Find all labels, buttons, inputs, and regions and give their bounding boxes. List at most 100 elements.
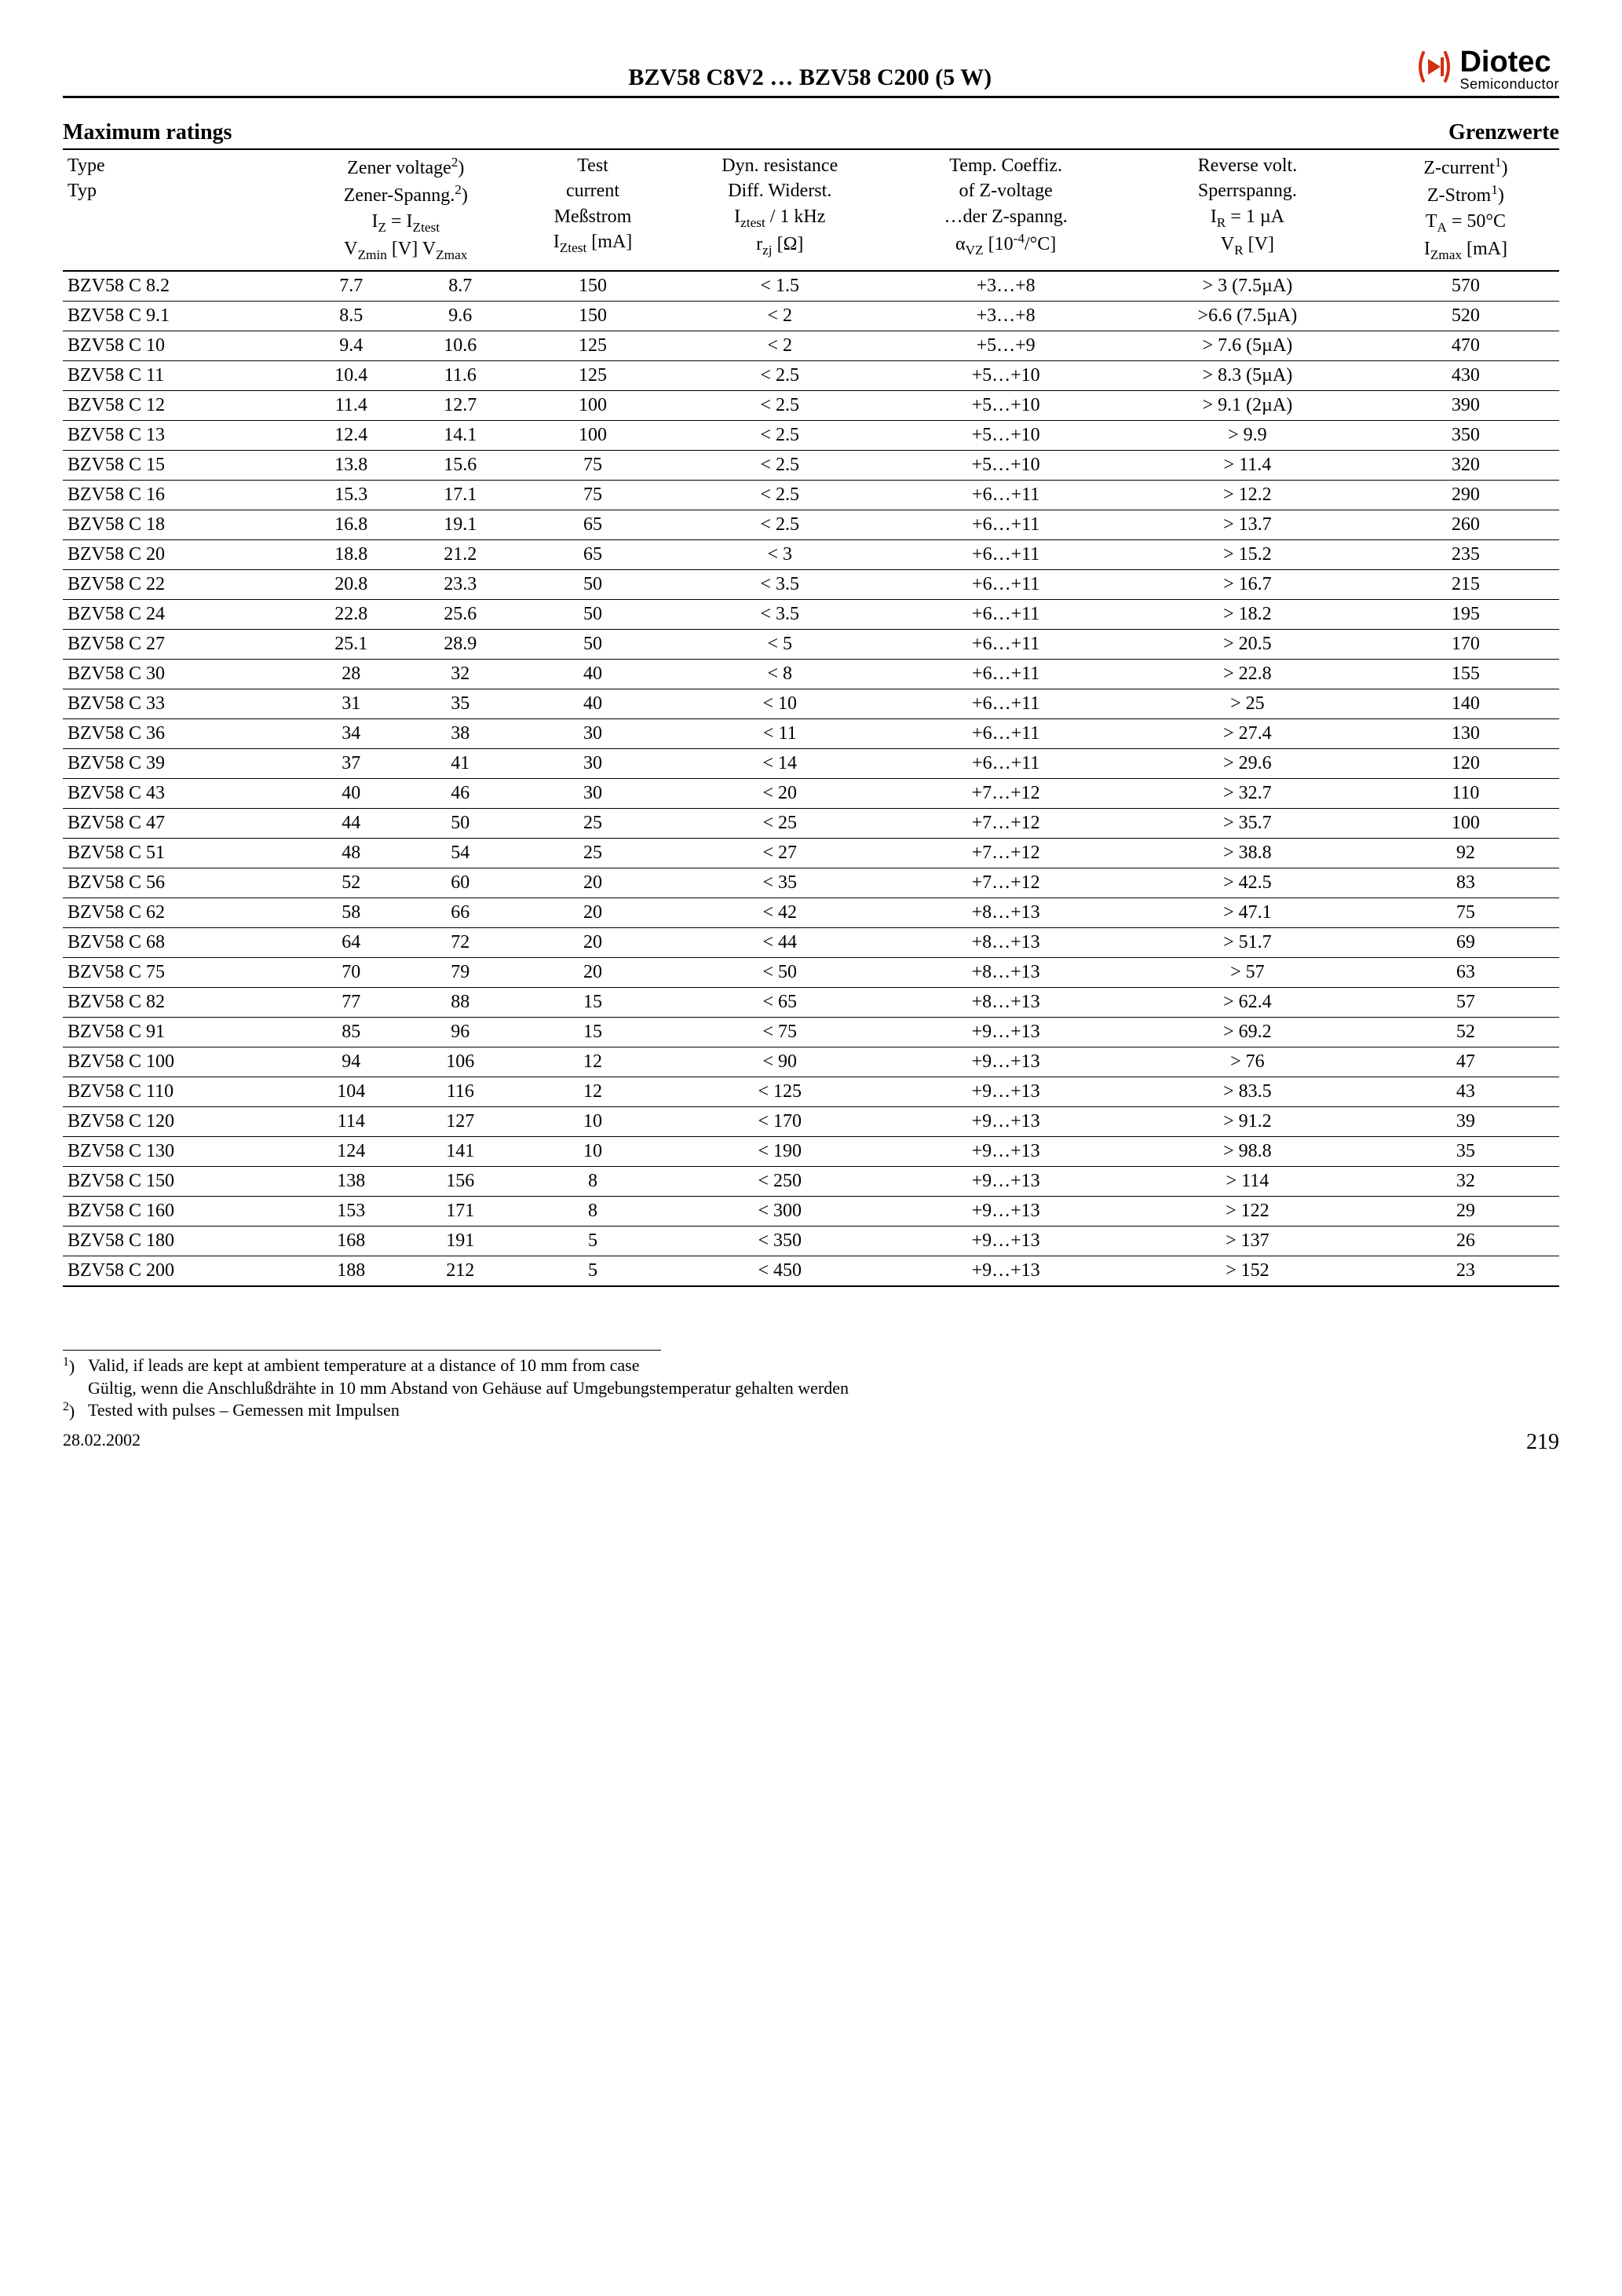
cell-vzmin: 114 (297, 1107, 406, 1137)
cell-izmax: 520 (1372, 302, 1559, 331)
cell-iztest: 50 (515, 570, 671, 600)
cell-type: BZV58 C 39 (63, 749, 297, 779)
table-row: BZV58 C 75707920< 50+8…+13> 5763 (63, 958, 1559, 988)
cell-vzmin: 10.4 (297, 361, 406, 391)
page-header: BZV58 C8V2 … BZV58 C200 (5 W) Diotec Sem… (63, 47, 1559, 98)
cell-iztest: 12 (515, 1077, 671, 1107)
cell-izmax: 290 (1372, 481, 1559, 510)
cell-alpha: +5…+10 (889, 451, 1123, 481)
cell-alpha: +5…+10 (889, 421, 1123, 451)
cell-vr: > 62.4 (1123, 988, 1372, 1018)
table-row: BZV58 C 13012414110< 190+9…+13> 98.835 (63, 1137, 1559, 1167)
cell-type: BZV58 C 12 (63, 391, 297, 421)
cell-izmax: 57 (1372, 988, 1559, 1018)
cell-type: BZV58 C 10 (63, 331, 297, 361)
cell-izmax: 155 (1372, 660, 1559, 689)
cell-iztest: 10 (515, 1107, 671, 1137)
cell-izmax: 75 (1372, 898, 1559, 928)
cell-vr: > 76 (1123, 1047, 1372, 1077)
cell-iztest: 150 (515, 271, 671, 302)
cell-rzj: < 2.5 (670, 451, 889, 481)
cell-vzmax: 106 (406, 1047, 515, 1077)
cell-alpha: +9…+13 (889, 1077, 1123, 1107)
cell-alpha: +8…+13 (889, 928, 1123, 958)
cell-vzmax: 191 (406, 1227, 515, 1256)
cell-vzmax: 46 (406, 779, 515, 809)
cell-izmax: 35 (1372, 1137, 1559, 1167)
cell-rzj: < 2.5 (670, 361, 889, 391)
cell-izmax: 260 (1372, 510, 1559, 540)
cell-iztest: 15 (515, 1018, 671, 1047)
cell-iztest: 75 (515, 481, 671, 510)
cell-vzmin: 153 (297, 1197, 406, 1227)
col-header-vr: Reverse volt. Sperrspanng. IR = 1 µA VR … (1123, 150, 1372, 271)
cell-rzj: < 350 (670, 1227, 889, 1256)
cell-vr: > 11.4 (1123, 451, 1372, 481)
table-row: BZV58 C 33313540< 10+6…+11> 25140 (63, 689, 1559, 719)
logo-main: Diotec (1459, 47, 1559, 77)
cell-rzj: < 14 (670, 749, 889, 779)
cell-vzmin: 34 (297, 719, 406, 749)
cell-type: BZV58 C 15 (63, 451, 297, 481)
table-row: BZV58 C 1513.815.675< 2.5+5…+10> 11.4320 (63, 451, 1559, 481)
cell-alpha: +9…+13 (889, 1227, 1123, 1256)
cell-iztest: 150 (515, 302, 671, 331)
cell-iztest: 125 (515, 361, 671, 391)
table-header: Type Typ Zener voltage2) Zener-Spanng.2)… (63, 150, 1559, 271)
cell-vzmax: 12.7 (406, 391, 515, 421)
cell-type: BZV58 C 16 (63, 481, 297, 510)
cell-izmax: 92 (1372, 839, 1559, 868)
cell-vzmax: 88 (406, 988, 515, 1018)
cell-vzmin: 18.8 (297, 540, 406, 570)
cell-vzmin: 58 (297, 898, 406, 928)
table-row: BZV58 C 1211.412.7100< 2.5+5…+10> 9.1 (2… (63, 391, 1559, 421)
cell-type: BZV58 C 13 (63, 421, 297, 451)
cell-type: BZV58 C 27 (63, 630, 297, 660)
cell-rzj: < 27 (670, 839, 889, 868)
table-row: BZV58 C 2220.823.350< 3.5+6…+11> 16.7215 (63, 570, 1559, 600)
cell-vzmax: 32 (406, 660, 515, 689)
cell-type: BZV58 C 180 (63, 1227, 297, 1256)
cell-alpha: +6…+11 (889, 481, 1123, 510)
cell-rzj: < 250 (670, 1167, 889, 1197)
cell-vr: > 7.6 (5µA) (1123, 331, 1372, 361)
cell-vzmin: 168 (297, 1227, 406, 1256)
cell-alpha: +6…+11 (889, 749, 1123, 779)
cell-rzj: < 11 (670, 719, 889, 749)
table-row: BZV58 C 9.18.59.6150< 2+3…+8>6.6 (7.5µA)… (63, 302, 1559, 331)
cell-vzmax: 11.6 (406, 361, 515, 391)
cell-vzmin: 104 (297, 1077, 406, 1107)
cell-vzmin: 7.7 (297, 271, 406, 302)
cell-alpha: +3…+8 (889, 302, 1123, 331)
cell-izmax: 350 (1372, 421, 1559, 451)
cell-iztest: 30 (515, 719, 671, 749)
cell-vzmin: 15.3 (297, 481, 406, 510)
cell-type: BZV58 C 51 (63, 839, 297, 868)
cell-alpha: +9…+13 (889, 1047, 1123, 1077)
cell-vzmax: 21.2 (406, 540, 515, 570)
cell-iztest: 50 (515, 600, 671, 630)
cell-vzmin: 85 (297, 1018, 406, 1047)
cell-iztest: 65 (515, 540, 671, 570)
cell-izmax: 170 (1372, 630, 1559, 660)
cell-iztest: 20 (515, 958, 671, 988)
cell-alpha: +8…+13 (889, 898, 1123, 928)
cell-iztest: 12 (515, 1047, 671, 1077)
table-row: BZV58 C 2018.821.265< 3+6…+11> 15.2235 (63, 540, 1559, 570)
page-number: 219 (1526, 1430, 1559, 1455)
cell-vr: > 51.7 (1123, 928, 1372, 958)
cell-rzj: < 44 (670, 928, 889, 958)
cell-rzj: < 1.5 (670, 271, 889, 302)
cell-vzmin: 124 (297, 1137, 406, 1167)
cell-vzmin: 9.4 (297, 331, 406, 361)
cell-vzmax: 35 (406, 689, 515, 719)
cell-rzj: < 2 (670, 302, 889, 331)
cell-iztest: 30 (515, 779, 671, 809)
cell-vzmax: 19.1 (406, 510, 515, 540)
cell-vzmax: 72 (406, 928, 515, 958)
cell-type: BZV58 C 68 (63, 928, 297, 958)
cell-iztest: 25 (515, 809, 671, 839)
cell-vzmax: 9.6 (406, 302, 515, 331)
cell-izmax: 570 (1372, 271, 1559, 302)
cell-izmax: 470 (1372, 331, 1559, 361)
